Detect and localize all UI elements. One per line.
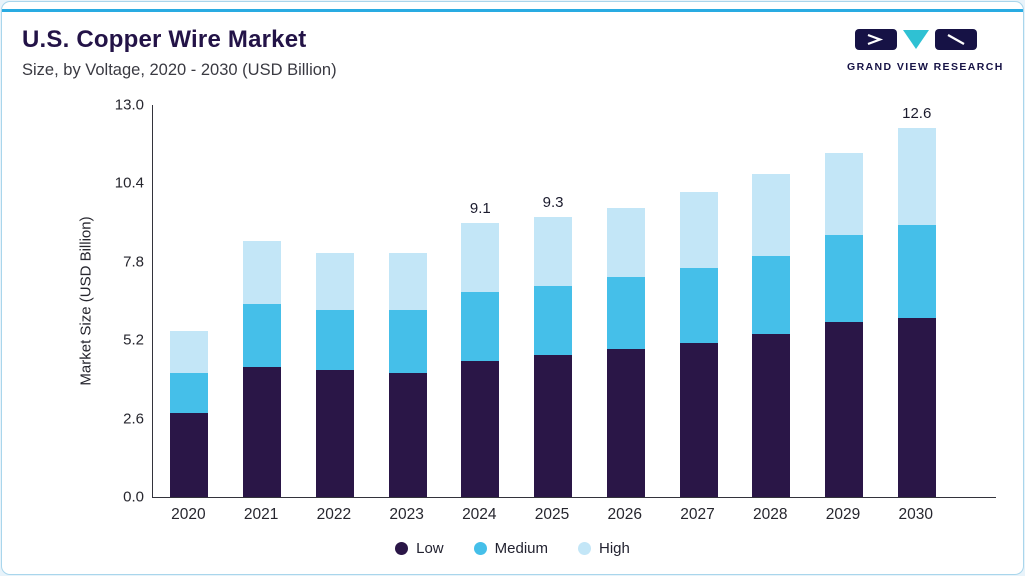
legend-swatch-medium bbox=[473, 542, 487, 555]
bar-segment-high bbox=[243, 240, 282, 305]
legend-label: High bbox=[599, 540, 630, 557]
legend-label: Medium bbox=[494, 540, 549, 557]
legend-item: High bbox=[578, 540, 630, 557]
bar-segment-low bbox=[243, 367, 282, 497]
bar-segment-high bbox=[388, 252, 427, 311]
legend-swatch-low bbox=[395, 542, 409, 555]
bar-segment-high bbox=[897, 128, 936, 225]
bar-segment-medium bbox=[170, 373, 209, 413]
bar-segment-low bbox=[824, 322, 863, 497]
x-tick-label: 2023 bbox=[389, 506, 424, 523]
bar-segment-medium bbox=[243, 304, 282, 368]
y-tick-label: 2.6 bbox=[123, 410, 144, 428]
x-tick-label: 2024 bbox=[462, 506, 497, 523]
y-tick-label: 13.0 bbox=[114, 96, 144, 114]
bar-segment-medium bbox=[679, 267, 718, 344]
bar-group: 9.3 bbox=[517, 105, 590, 497]
bar-segment-medium bbox=[315, 310, 354, 371]
total-label: 12.6 bbox=[902, 105, 932, 122]
x-tick-label: 2026 bbox=[607, 506, 643, 523]
logo-icon bbox=[855, 29, 977, 50]
legend: Low Medium High bbox=[2, 540, 1023, 557]
grand-view-research-logo: GRAND VIEW RESEARCH bbox=[847, 28, 1004, 73]
brand-name: GRAND VIEW RESEARCH bbox=[847, 61, 1004, 73]
bar-segment-medium bbox=[606, 276, 645, 350]
bar-segment-low bbox=[461, 361, 500, 497]
page-subtitle: Size, by Voltage, 2020 - 2030 (USD Billi… bbox=[22, 61, 337, 79]
bar-group bbox=[735, 105, 808, 497]
bar-group bbox=[662, 105, 735, 497]
bar-group bbox=[589, 105, 662, 497]
bar-segment-medium bbox=[752, 255, 791, 335]
bar-segment-medium bbox=[897, 224, 936, 319]
bar-segment-high bbox=[606, 207, 645, 277]
bar-segment-high bbox=[315, 252, 354, 311]
bar-segment-low bbox=[897, 318, 936, 497]
bar-segment-low bbox=[315, 370, 354, 497]
bar-segment-low bbox=[170, 412, 209, 497]
bar-segment-low bbox=[679, 343, 718, 497]
top-accent-line bbox=[2, 9, 1023, 12]
bar-segment-high bbox=[679, 192, 718, 268]
x-tick-label: 2025 bbox=[534, 506, 570, 523]
y-axis: 0.0 2.6 5.2 7.8 10.4 13.0 bbox=[98, 97, 144, 506]
bar-segment-low bbox=[752, 334, 791, 497]
bar-segment-high bbox=[534, 216, 573, 286]
x-tick-label: 2029 bbox=[825, 506, 861, 523]
bar-segment-low bbox=[606, 349, 645, 497]
x-tick-label: 2030 bbox=[898, 506, 933, 523]
bar-group bbox=[153, 105, 226, 497]
bar-group bbox=[226, 105, 299, 497]
bar-segment-low bbox=[388, 373, 427, 497]
legend-item: Medium bbox=[473, 540, 549, 557]
y-tick-label: 0.0 bbox=[123, 488, 144, 506]
x-axis: 2020 2021 2022 2023 2024 2025 2026 2027 2028 2029… bbox=[152, 506, 952, 524]
total-label: 9.1 bbox=[469, 199, 491, 217]
x-tick-label: 2027 bbox=[680, 506, 715, 523]
bar-segment-high bbox=[824, 153, 863, 235]
bar-segment-low bbox=[534, 355, 573, 497]
bar-segment-medium bbox=[461, 291, 500, 362]
legend-item: Low bbox=[395, 540, 444, 557]
bar-segment-medium bbox=[534, 285, 573, 356]
bar-group: 12.6 bbox=[880, 105, 953, 497]
total-label: 9.3 bbox=[542, 193, 564, 211]
bar-segment-medium bbox=[388, 310, 427, 374]
bar-group bbox=[298, 105, 371, 497]
x-tick-label: 2021 bbox=[243, 506, 279, 523]
x-tick-label: 2020 bbox=[171, 506, 206, 523]
chart-header: U.S. Copper Wire Market Size, by Voltage… bbox=[22, 26, 337, 80]
x-tick-label: 2022 bbox=[316, 506, 352, 523]
y-tick-label: 7.8 bbox=[123, 253, 144, 271]
bars: 9.1 9.3 12.6 bbox=[153, 105, 953, 497]
bar-group: 9.1 bbox=[444, 105, 517, 497]
plot-area: 9.1 9.3 12.6 bbox=[152, 105, 996, 498]
legend-swatch-high bbox=[578, 542, 592, 555]
bar-group bbox=[808, 105, 881, 497]
page-title: U.S. Copper Wire Market bbox=[22, 26, 307, 53]
y-tick-label: 10.4 bbox=[114, 174, 144, 192]
bar-segment-medium bbox=[824, 234, 863, 323]
bar-segment-high bbox=[461, 222, 500, 292]
y-tick-label: 5.2 bbox=[123, 331, 144, 349]
y-axis-title: Market Size (USD Billion) bbox=[77, 216, 95, 386]
x-tick-label: 2028 bbox=[753, 506, 788, 523]
bar-segment-high bbox=[170, 331, 209, 374]
legend-label: Low bbox=[416, 540, 444, 557]
bar-segment-high bbox=[752, 174, 791, 256]
bar-group bbox=[371, 105, 444, 497]
